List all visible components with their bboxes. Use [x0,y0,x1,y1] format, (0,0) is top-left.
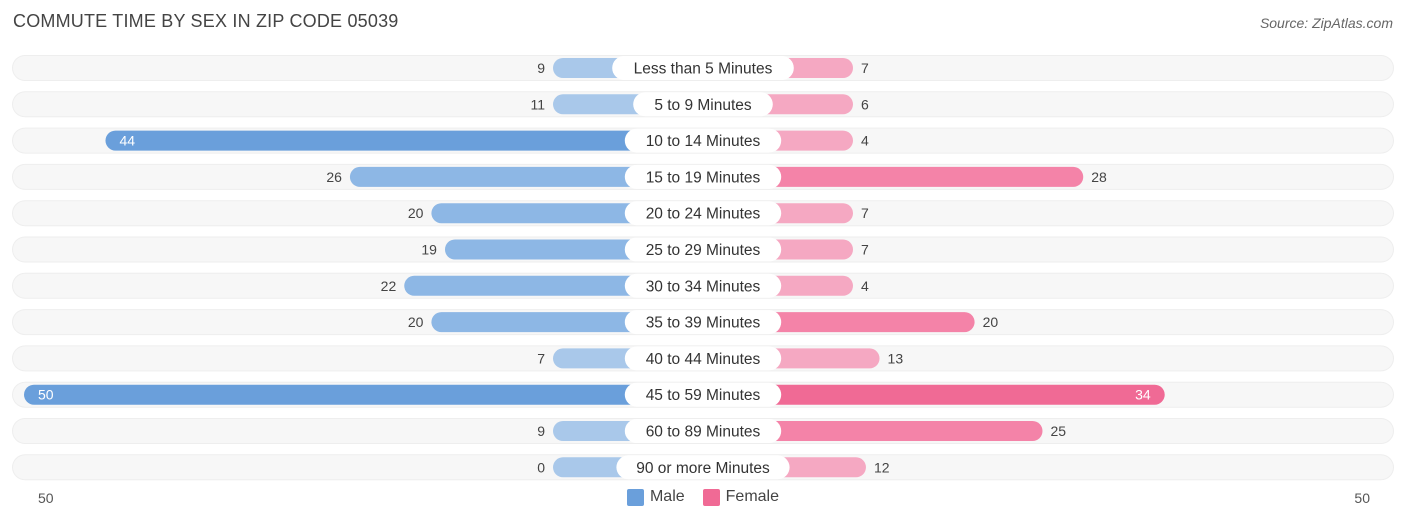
category-pill [616,455,790,480]
axis-right-label: 50 [1354,490,1370,506]
female-value-label: 7 [861,60,869,76]
male-value-label: 44 [119,133,135,149]
category-pill [624,164,782,189]
category-label: 25 to 29 Minutes [646,242,761,259]
male-value-label: 26 [326,169,342,185]
category-label: Less than 5 Minutes [634,61,773,78]
category-label: 15 to 19 Minutes [646,169,761,186]
female-value-label: 6 [861,96,869,112]
female-value-label: 7 [861,205,869,221]
legend-swatch-male [626,488,644,506]
legend-label-female: Female [725,488,780,505]
category-pill [624,310,782,335]
category-label: 45 to 59 Minutes [646,387,761,404]
female-value-label: 12 [874,459,890,475]
female-value-label: 4 [861,278,869,294]
category-pill [624,273,782,298]
male-value-label: 20 [408,205,424,221]
legend-item-male: Male [626,488,685,506]
chart-title: COMMUTE TIME BY SEX IN ZIP CODE 05039 [13,11,399,31]
male-value-label: 7 [537,350,545,366]
female-bar [703,384,1165,405]
male-bar [24,384,703,405]
male-value-label: 9 [537,423,545,439]
legend: Male Female [0,488,1406,506]
category-label: 5 to 9 Minutes [654,97,752,114]
source-note: Source: ZipAtlas.com [1259,15,1393,31]
male-value-label: 0 [537,459,545,475]
male-value-label: 50 [38,387,54,403]
category-label: 30 to 34 Minutes [646,278,761,295]
axis-left-label: 50 [38,490,54,506]
legend-swatch-female [702,488,720,506]
female-value-label: 4 [861,133,869,149]
male-value-label: 19 [421,242,437,258]
category-label: 10 to 14 Minutes [646,133,761,150]
female-bar [703,166,1084,187]
category-pill [624,382,782,407]
female-bar [703,421,1043,441]
male-value-label: 11 [530,96,545,112]
female-value-label: 20 [983,314,999,330]
category-label: 60 to 89 Minutes [646,424,761,441]
legend-label-male: Male [649,488,685,505]
male-value-label: 9 [537,60,545,76]
male-bar [105,130,704,151]
category-pill [624,128,782,153]
category-pill [624,419,782,443]
female-value-label: 25 [1051,423,1067,439]
category-pill [633,92,773,117]
category-label: 20 to 24 Minutes [646,206,761,223]
category-pill [624,237,782,262]
male-value-label: 22 [381,278,397,294]
category-pill [612,56,794,80]
category-pill [624,346,782,371]
category-label: 35 to 39 Minutes [646,315,761,332]
female-value-label: 28 [1091,169,1107,185]
category-label: 40 to 44 Minutes [646,351,761,368]
male-value-label: 20 [408,314,424,330]
female-value-label: 34 [1135,387,1151,403]
male-bar [349,166,703,187]
female-value-label: 7 [861,242,869,258]
category-pill [624,201,782,226]
female-value-label: 13 [888,350,904,366]
legend-item-female: Female [702,488,780,506]
category-label: 90 or more Minutes [636,460,770,477]
